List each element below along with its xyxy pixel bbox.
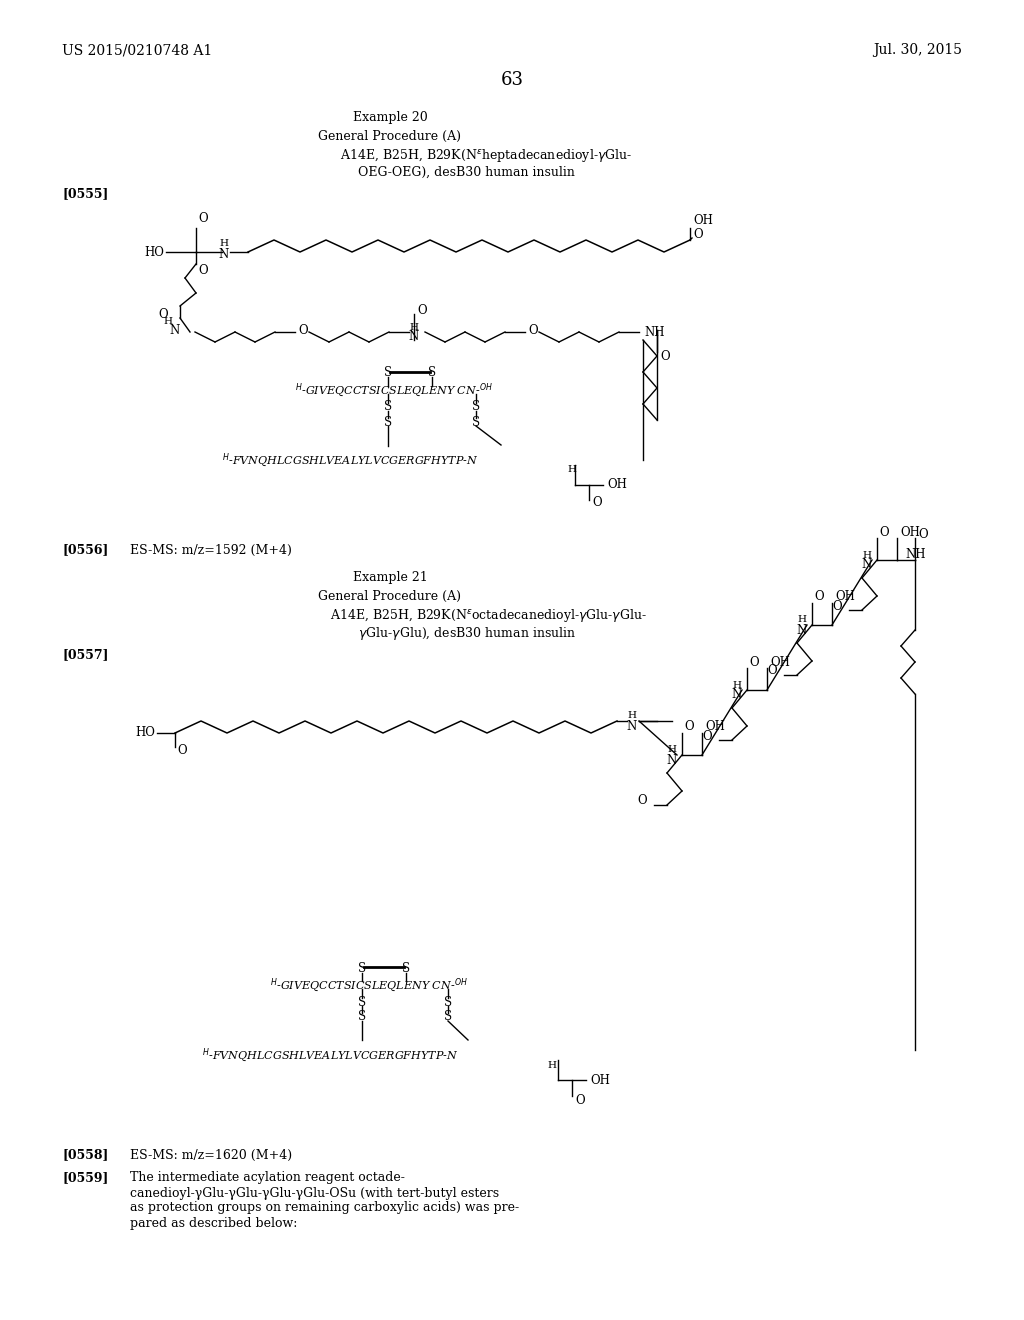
- Text: O: O: [749, 656, 759, 668]
- Text: H: H: [862, 550, 871, 560]
- Text: as protection groups on remaining carboxylic acids) was pre-: as protection groups on remaining carbox…: [130, 1201, 519, 1214]
- Text: 63: 63: [501, 71, 523, 88]
- Text: $\gamma$Glu-$\gamma$Glu), desB30 human insulin: $\gamma$Glu-$\gamma$Glu), desB30 human i…: [358, 624, 577, 642]
- Text: O: O: [575, 1093, 585, 1106]
- Text: Example 20: Example 20: [352, 111, 427, 124]
- Text: O: O: [833, 599, 842, 612]
- Text: O: O: [814, 590, 823, 603]
- Text: Example 21: Example 21: [352, 572, 427, 585]
- Text: H: H: [628, 711, 637, 721]
- Text: O: O: [528, 323, 538, 337]
- Text: H: H: [219, 239, 228, 248]
- Text: [0555]: [0555]: [62, 187, 109, 201]
- Text: O: O: [158, 309, 168, 322]
- Text: General Procedure (A): General Procedure (A): [318, 129, 462, 143]
- Text: $^H$-FVNQHLCGSHLVEALYLVCGERGFHYTP-N: $^H$-FVNQHLCGSHLVEALYLVCGERGFHYTP-N: [202, 1047, 459, 1064]
- Text: $^H$-GIVEQCCTSICSLEQLENY CN-$^{OH}$: $^H$-GIVEQCCTSICSLEQLENY CN-$^{OH}$: [295, 381, 493, 399]
- Text: O: O: [660, 351, 670, 363]
- Text: HO: HO: [144, 246, 164, 259]
- Text: O: O: [879, 525, 889, 539]
- Text: S: S: [384, 367, 392, 380]
- Text: ES-MS: m/z=1620 (M+4): ES-MS: m/z=1620 (M+4): [130, 1148, 292, 1162]
- Text: A14E, B25H, B29K(N$^\varepsilon$octadecanedioyl-$\gamma$Glu-$\gamma$Glu-: A14E, B25H, B29K(N$^\varepsilon$octadeca…: [330, 607, 647, 624]
- Text: [0559]: [0559]: [62, 1172, 109, 1184]
- Text: N: N: [409, 330, 419, 343]
- Text: [0556]: [0556]: [62, 544, 109, 557]
- Text: US 2015/0210748 A1: US 2015/0210748 A1: [62, 44, 212, 57]
- Text: canedioyl-γGlu-γGlu-γGlu-γGlu-OSu (with tert-butyl esters: canedioyl-γGlu-γGlu-γGlu-γGlu-OSu (with …: [130, 1187, 499, 1200]
- Text: N: N: [732, 689, 742, 701]
- Text: O: O: [637, 795, 647, 808]
- Text: OH: OH: [590, 1073, 610, 1086]
- Text: OH: OH: [835, 590, 855, 603]
- Text: S: S: [444, 1011, 452, 1023]
- Text: H: H: [410, 322, 419, 331]
- Text: NH: NH: [644, 326, 665, 338]
- Text: H: H: [548, 1060, 556, 1069]
- Text: O: O: [684, 721, 693, 734]
- Text: OH: OH: [607, 479, 627, 491]
- Text: H: H: [798, 615, 807, 624]
- Text: [0557]: [0557]: [62, 648, 109, 661]
- Text: O: O: [693, 227, 702, 240]
- Text: O: O: [918, 528, 928, 540]
- Text: O: O: [702, 730, 712, 742]
- Text: O: O: [198, 264, 208, 276]
- Text: OEG-OEG), desB30 human insulin: OEG-OEG), desB30 human insulin: [358, 165, 574, 178]
- Text: HO: HO: [135, 726, 155, 739]
- Text: S: S: [444, 995, 452, 1008]
- Text: H: H: [668, 746, 677, 755]
- Text: General Procedure (A): General Procedure (A): [318, 590, 462, 602]
- Text: $^H$-GIVEQCCTSICSLEQLENY CN-$^{OH}$: $^H$-GIVEQCCTSICSLEQLENY CN-$^{OH}$: [270, 975, 468, 994]
- Text: S: S: [384, 400, 392, 413]
- Text: OH: OH: [693, 214, 713, 227]
- Text: O: O: [592, 496, 602, 510]
- Text: A14E, B25H, B29K(N$^\varepsilon$heptadecanedioyl-$\gamma$Glu-: A14E, B25H, B29K(N$^\varepsilon$heptadec…: [340, 148, 632, 165]
- Text: Jul. 30, 2015: Jul. 30, 2015: [873, 44, 962, 57]
- Text: S: S: [472, 416, 480, 429]
- Text: N: N: [862, 558, 872, 572]
- Text: OH: OH: [770, 656, 790, 668]
- Text: S: S: [358, 1011, 366, 1023]
- Text: O: O: [198, 213, 208, 226]
- Text: H: H: [164, 317, 172, 326]
- Text: S: S: [428, 367, 436, 380]
- Text: $^H$-FVNQHLCGSHLVEALYLVCGERGFHYTP-N: $^H$-FVNQHLCGSHLVEALYLVCGERGFHYTP-N: [222, 451, 478, 469]
- Text: O: O: [298, 323, 307, 337]
- Text: H: H: [732, 681, 741, 689]
- Text: N: N: [797, 623, 807, 636]
- Text: O: O: [767, 664, 777, 677]
- Text: [0558]: [0558]: [62, 1148, 109, 1162]
- Text: N: N: [627, 719, 637, 733]
- Text: OH: OH: [705, 721, 725, 734]
- Text: OH: OH: [900, 525, 920, 539]
- Text: S: S: [358, 995, 366, 1008]
- Text: S: S: [358, 961, 366, 974]
- Text: O: O: [177, 743, 186, 756]
- Text: S: S: [384, 416, 392, 429]
- Text: N: N: [170, 323, 180, 337]
- Text: ES-MS: m/z=1592 (M+4): ES-MS: m/z=1592 (M+4): [130, 544, 292, 557]
- Text: O: O: [417, 304, 427, 317]
- Text: The intermediate acylation reagent octade-: The intermediate acylation reagent octad…: [130, 1172, 404, 1184]
- Text: N: N: [667, 754, 677, 767]
- Text: H: H: [567, 466, 577, 474]
- Text: S: S: [472, 400, 480, 413]
- Text: pared as described below:: pared as described below:: [130, 1217, 297, 1229]
- Text: S: S: [402, 961, 410, 974]
- Text: NH: NH: [905, 549, 926, 561]
- Text: N: N: [219, 248, 229, 260]
